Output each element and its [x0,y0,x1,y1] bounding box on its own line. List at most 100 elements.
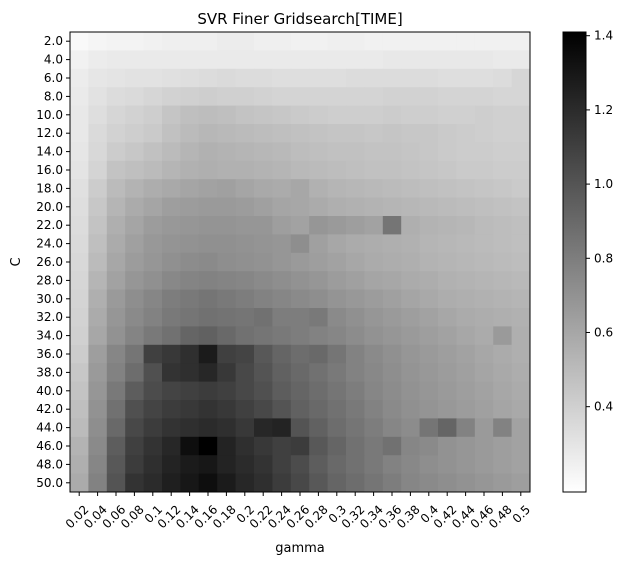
heatmap-cell [143,271,163,290]
heatmap-cell [106,142,126,162]
heatmap-cell [346,289,365,309]
heatmap-cell [70,436,89,456]
heatmap-cell [235,381,255,401]
heatmap-cell [401,179,420,198]
y-tick-label: 40.0 [36,384,63,398]
y-tick-label: 12.0 [36,126,63,140]
heatmap-cell [493,381,512,401]
heatmap-cell [438,50,457,70]
heatmap-cell [162,32,181,51]
heatmap-cell [290,234,310,254]
heatmap-cell [456,179,476,198]
heatmap-cell [346,252,365,272]
heatmap-cell [198,234,218,254]
heatmap-cell [125,87,144,106]
heatmap-cell [198,344,218,364]
heatmap-cell [290,473,310,493]
heatmap-cell [493,32,512,51]
heatmap-cell [70,87,89,106]
heatmap-cell [180,179,200,198]
y-tick-label: 14.0 [36,145,63,159]
heatmap-cell [327,381,347,401]
heatmap-cell [290,436,310,456]
heatmap-cell [272,418,292,438]
heatmap-cell [327,289,347,309]
heatmap-cell [217,179,236,198]
heatmap-cell [493,271,512,290]
heatmap-cell [438,124,457,143]
heatmap-cell [419,87,439,106]
heatmap-cell [309,124,328,143]
heatmap-cell [493,50,512,70]
heatmap-cell [382,216,402,235]
heatmap-cell [364,197,384,217]
heatmap-cell [290,418,310,438]
colorbar [562,31,587,493]
heatmap-cell [235,124,255,143]
heatmap-cell [419,271,439,290]
heatmap-cell [290,455,310,474]
heatmap-cell [309,216,328,235]
heatmap-cell [217,381,236,401]
heatmap-cell [290,50,310,70]
heatmap-cell [474,308,494,327]
heatmap-cell [309,326,328,346]
heatmap-cell [309,252,328,272]
heatmap-cell [419,418,439,438]
heatmap-cell [327,400,347,419]
heatmap-cell [290,271,310,290]
heatmap-cell [272,179,292,198]
heatmap-cell [474,197,494,217]
heatmap-cell [382,68,402,88]
heatmap-cell [438,252,457,272]
heatmap-cell [419,436,439,456]
heatmap-cell [235,50,255,70]
heatmap-cell [88,363,108,382]
heatmap-cell [327,473,347,493]
heatmap-cell [180,32,200,51]
heatmap-cell [70,32,89,51]
heatmap-cell [474,381,494,401]
heatmap-cell [474,455,494,474]
heatmap-cell [438,455,457,474]
heatmap-cell [474,473,494,493]
heatmap-cell [309,271,328,290]
heatmap-cell [235,400,255,419]
heatmap-cell [456,400,476,419]
heatmap-cell [401,271,420,290]
heatmap-cell [401,216,420,235]
heatmap-cell [438,142,457,162]
heatmap-cell [217,68,236,88]
heatmap-cell [235,216,255,235]
heatmap-cell [309,363,328,382]
heatmap-cell [217,308,236,327]
heatmap-cell [254,234,273,254]
heatmap-cell [438,68,457,88]
heatmap-cell [272,105,292,125]
heatmap-cell [511,381,531,401]
heatmap-cell [401,344,420,364]
heatmap-cell [456,124,476,143]
heatmap-cell [106,234,126,254]
heatmap-cell [235,68,255,88]
colorbar-tick-label: 1.2 [594,103,613,117]
heatmap-cell [272,400,292,419]
heatmap-cell [88,381,108,401]
heatmap-cell [106,179,126,198]
heatmap-cell [309,289,328,309]
heatmap-cell [180,363,200,382]
heatmap-cell [346,124,365,143]
heatmap-cell [88,326,108,346]
heatmap-cell [438,87,457,106]
heatmap-cell [364,105,384,125]
heatmap-cell [198,160,218,180]
heatmap-cell [70,105,89,125]
heatmap-cell [456,68,476,88]
heatmap-cell [198,289,218,309]
heatmap-cell [125,252,144,272]
y-tick-label: 6.0 [44,71,63,85]
y-tick-label: 48.0 [36,457,63,471]
heatmap-cell [456,271,476,290]
heatmap-cell [162,308,181,327]
y-tick-label: 18.0 [36,181,63,195]
